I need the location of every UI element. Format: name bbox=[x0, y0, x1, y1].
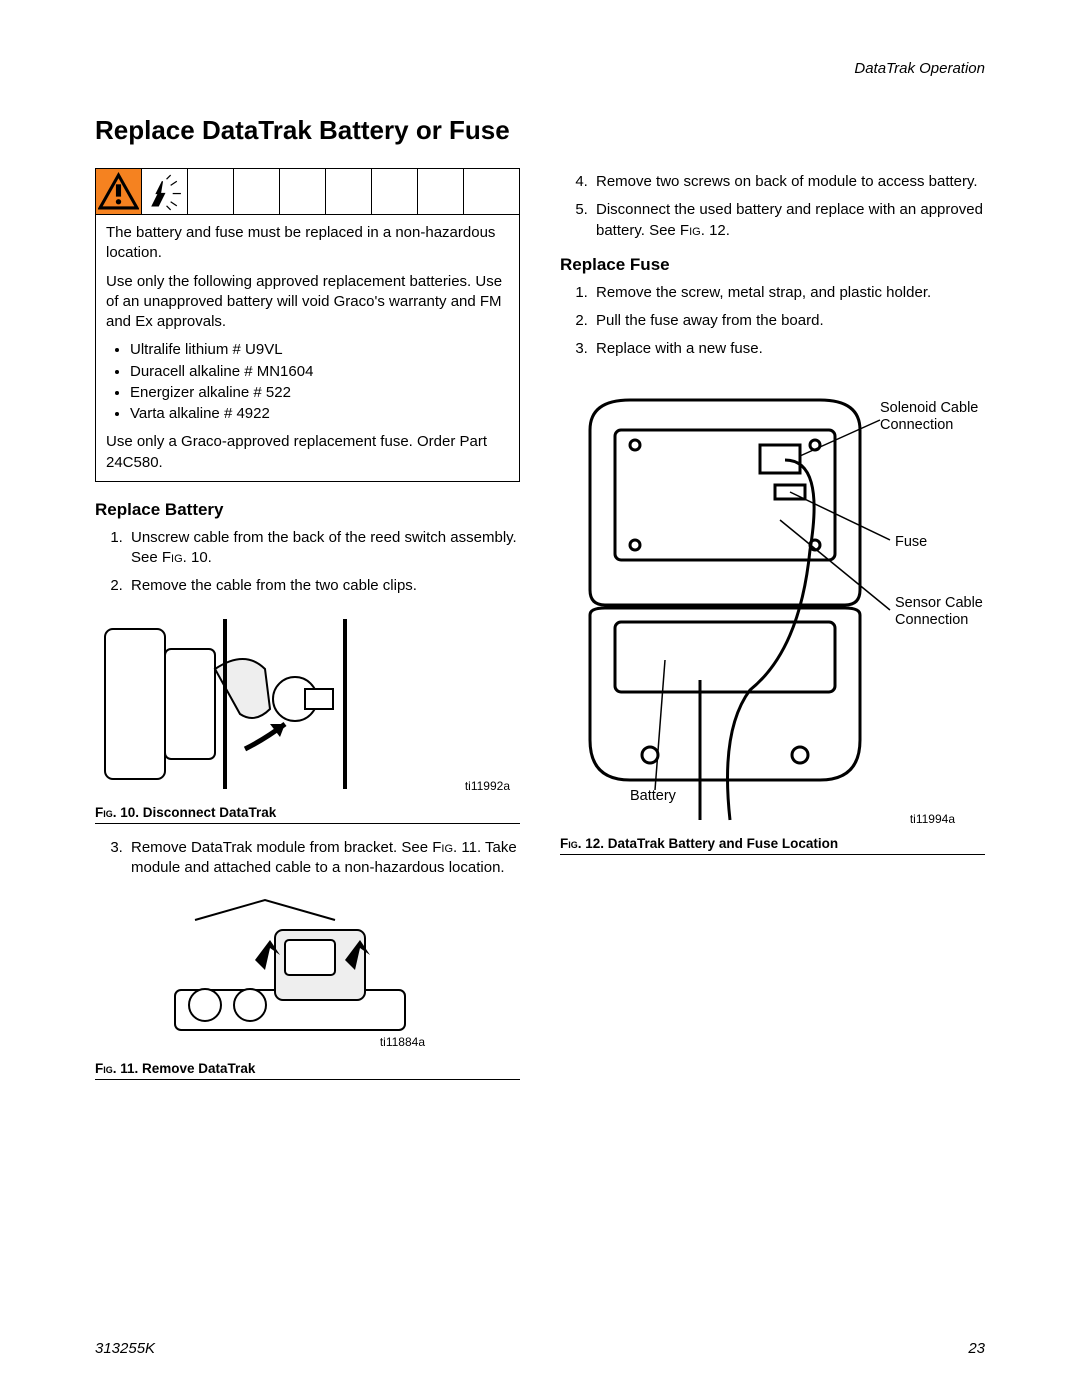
step-item: Unscrew cable from the back of the reed … bbox=[127, 528, 520, 569]
footer-doc-number: 313255K bbox=[95, 1340, 155, 1357]
warning-icons-row bbox=[96, 169, 519, 215]
battery-item: Varta alkaline # 4922 bbox=[130, 404, 509, 424]
warning-p2: Use only the following approved replacem… bbox=[106, 272, 509, 333]
replace-battery-steps-b: Remove DataTrak module from bracket. See… bbox=[95, 838, 520, 879]
annot-sensor: Sensor Cable Connection bbox=[895, 595, 995, 630]
battery-item: Energizer alkaline # 522 bbox=[130, 383, 509, 403]
content-columns: The battery and fuse must be replaced in… bbox=[95, 168, 985, 1094]
warning-blank-cell-4 bbox=[326, 169, 372, 214]
step-item: Remove the screw, metal strap, and plast… bbox=[592, 283, 985, 303]
step-item: Pull the fuse away from the board. bbox=[592, 311, 985, 331]
footer-page-number: 23 bbox=[968, 1340, 985, 1357]
manual-page: DataTrak Operation Replace DataTrak Batt… bbox=[0, 0, 1080, 1397]
figure-11: ti11884a bbox=[135, 890, 435, 1055]
figure-12-caption: Fig. 12. DataTrak Battery and Fuse Locat… bbox=[560, 836, 985, 855]
page-title: Replace DataTrak Battery or Fuse bbox=[95, 115, 985, 146]
warning-blank-cell-2 bbox=[234, 169, 280, 214]
figure-12: Solenoid Cable Connection Fuse Sensor Ca… bbox=[560, 390, 985, 830]
page-footer: 313255K 23 bbox=[95, 1340, 985, 1357]
figure-10: ti11992a bbox=[95, 609, 520, 799]
replace-battery-heading: Replace Battery bbox=[95, 500, 520, 520]
figure-12-label: ti11994a bbox=[910, 812, 955, 826]
warning-p1: The battery and fuse must be replaced in… bbox=[106, 223, 509, 264]
figure-11-caption: Fig. 11. Remove DataTrak bbox=[95, 1061, 520, 1080]
step-item: Remove two screws on back of module to a… bbox=[592, 172, 985, 192]
disconnect-diagram-icon bbox=[95, 609, 395, 799]
warning-triangle-icon bbox=[96, 169, 142, 214]
warning-blank-cell-5 bbox=[372, 169, 418, 214]
remove-diagram-icon bbox=[135, 890, 435, 1055]
figure-10-caption: Fig. 10. Disconnect DataTrak bbox=[95, 805, 520, 824]
page-header-section: DataTrak Operation bbox=[95, 60, 985, 77]
warning-box: The battery and fuse must be replaced in… bbox=[95, 168, 520, 482]
figure-11-label: ti11884a bbox=[380, 1035, 425, 1049]
warning-text: The battery and fuse must be replaced in… bbox=[96, 215, 519, 481]
spark-hazard-icon bbox=[142, 169, 188, 214]
figure-10-label: ti11992a bbox=[465, 779, 510, 793]
warning-blank-cell-3 bbox=[280, 169, 326, 214]
battery-item: Duracell alkaline # MN1604 bbox=[130, 362, 509, 382]
annot-solenoid: Solenoid Cable Connection bbox=[880, 400, 980, 435]
annot-fuse: Fuse bbox=[895, 534, 927, 551]
battery-item: Ultralife lithium # U9VL bbox=[130, 340, 509, 360]
annot-battery: Battery bbox=[630, 788, 676, 805]
left-column: The battery and fuse must be replaced in… bbox=[95, 168, 520, 1094]
warning-blank-cell-7 bbox=[464, 169, 510, 214]
right-column: Remove two screws on back of module to a… bbox=[560, 168, 985, 1094]
replace-battery-steps-c: Remove two screws on back of module to a… bbox=[560, 172, 985, 241]
approved-batteries-list: Ultralife lithium # U9VL Duracell alkali… bbox=[106, 340, 509, 424]
step-item: Remove the cable from the two cable clip… bbox=[127, 576, 520, 596]
warning-blank-cell-6 bbox=[418, 169, 464, 214]
step-item: Remove DataTrak module from bracket. See… bbox=[127, 838, 520, 879]
replace-fuse-heading: Replace Fuse bbox=[560, 255, 985, 275]
warning-blank-cell-1 bbox=[188, 169, 234, 214]
warning-p3: Use only a Graco-approved replacement fu… bbox=[106, 432, 509, 473]
replace-battery-steps-a: Unscrew cable from the back of the reed … bbox=[95, 528, 520, 597]
replace-fuse-steps: Remove the screw, metal strap, and plast… bbox=[560, 283, 985, 360]
step-item: Disconnect the used battery and replace … bbox=[592, 200, 985, 241]
step-item: Replace with a new fuse. bbox=[592, 339, 985, 359]
